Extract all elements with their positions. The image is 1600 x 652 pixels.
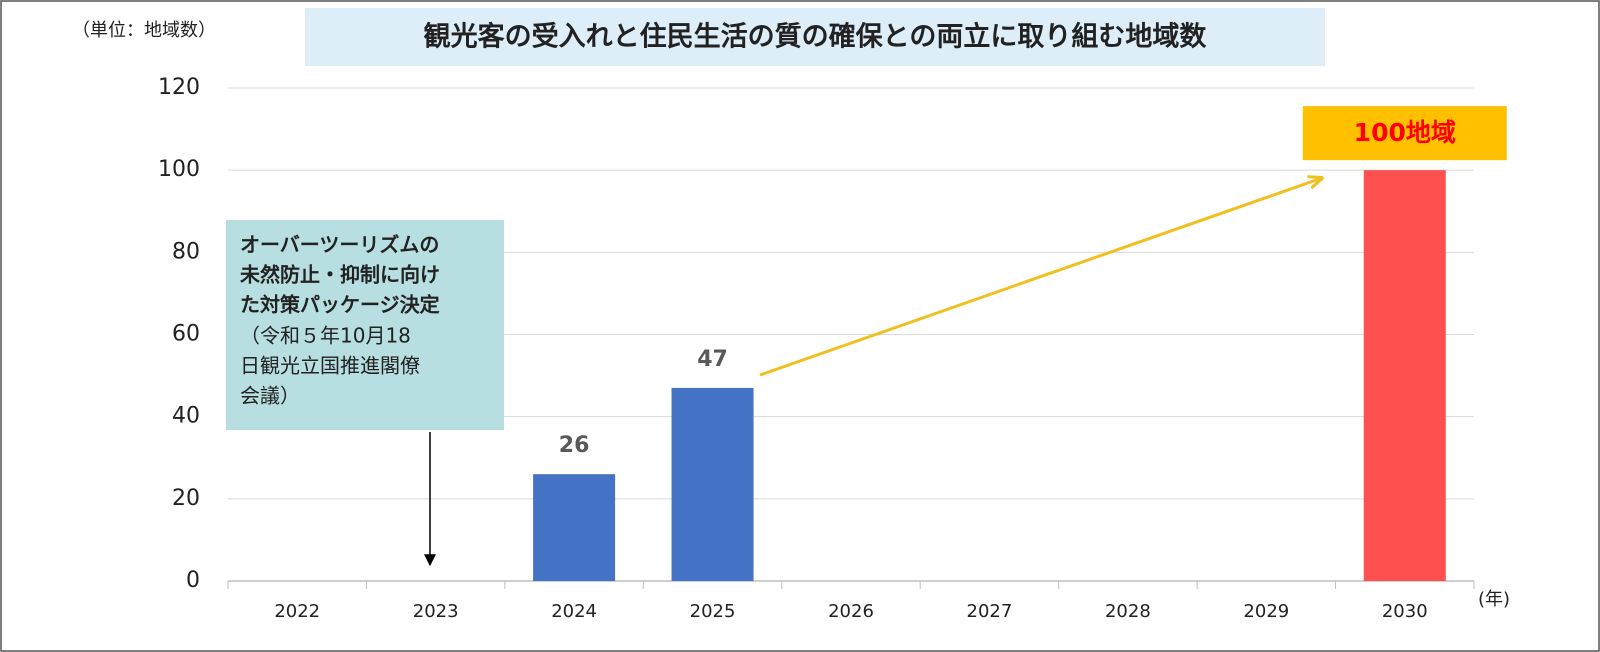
value-label-box [1302, 106, 1507, 161]
annotation-line: た対策パッケージ決定 [240, 293, 440, 317]
annotation-line: 会議） [240, 384, 300, 408]
annotation-box [226, 220, 504, 430]
annotation-line: （令和５年10月18 [240, 324, 411, 348]
y-tick-label: 0 [186, 568, 200, 593]
annotation-line: 日観光立国推進閣僚 [240, 354, 420, 378]
x-tick-label: 2027 [967, 601, 1013, 622]
y-unit-label: （単位：地域数） [72, 20, 216, 41]
annotation-line: 未然防止・抑制に向け [240, 263, 440, 287]
y-tick-label: 20 [172, 486, 200, 511]
chart-title: 観光客の受入れと住民生活の質の確保との両立に取り組む地域数 [424, 21, 1208, 53]
x-tick-label: 2028 [1105, 601, 1151, 622]
x-tick-label: 2024 [551, 601, 597, 622]
y-tick-label: 100 [158, 157, 200, 182]
y-tick-label: 60 [172, 322, 200, 347]
value-label: 47 [697, 347, 728, 372]
y-tick-label: 80 [172, 239, 200, 264]
x-tick-label: 2029 [1243, 601, 1289, 622]
y-tick-label: 40 [172, 404, 200, 429]
x-tick-label: 2030 [1382, 601, 1428, 622]
title-box [305, 8, 1325, 66]
value-label: 100地域 [1354, 118, 1456, 147]
plot: 0 20 40 60 80 100 120 2022 2023 2024 26 2025 47 2026 2… [158, 75, 1507, 622]
trend-arrow [759, 178, 1322, 377]
x-tick-label: 2026 [828, 601, 874, 622]
annotation-text: オーバーツーリズムの 未然防止・抑制に向け た対策パッケージ決定 （令和５年10… [240, 233, 440, 408]
bar [533, 474, 616, 581]
x-unit-label: (年) [1478, 589, 1510, 610]
x-tick-label: 2025 [690, 601, 736, 622]
bar [671, 387, 754, 581]
annotation-line: オーバーツーリズムの [240, 233, 439, 257]
y-tick-label: 120 [158, 75, 200, 100]
x-tick-label: 2023 [413, 601, 459, 622]
bar [1363, 170, 1446, 581]
value-label: 26 [559, 433, 590, 458]
x-tick-label: 2022 [274, 601, 320, 622]
